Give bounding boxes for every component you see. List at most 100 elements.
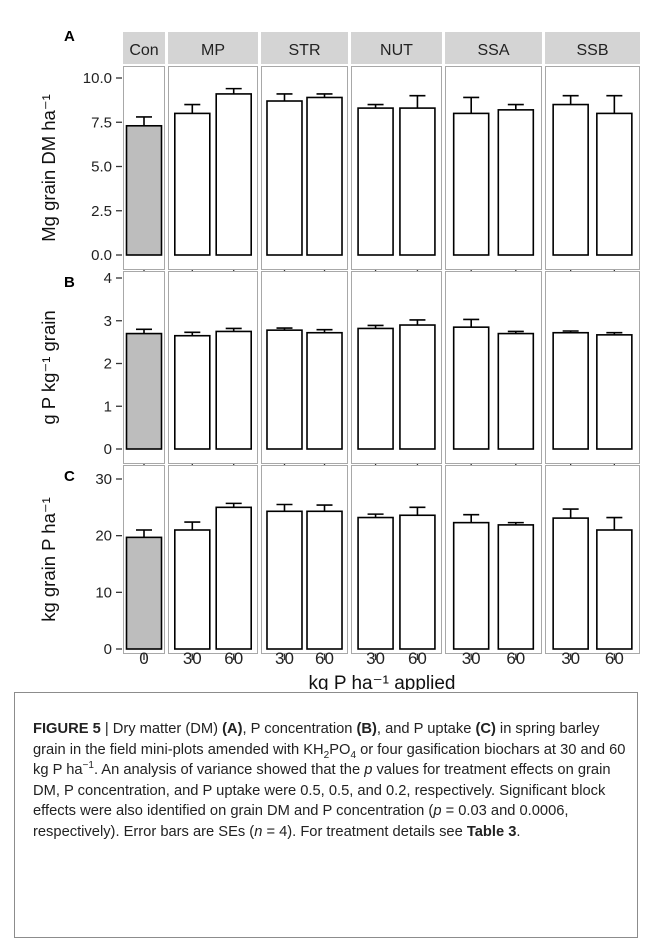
- y-tick-label: 3: [104, 313, 112, 330]
- bar: [497, 109, 535, 256]
- caption-segment: Dry matter (DM): [112, 721, 223, 737]
- facet-strip: [351, 32, 442, 64]
- y-axis-title: g P kg⁻¹ grain: [38, 310, 59, 424]
- caption-segment: 4: [350, 749, 356, 761]
- y-tick-label: 4: [104, 270, 112, 287]
- bar: [452, 326, 490, 450]
- panel-letter: A: [64, 28, 75, 45]
- bar: [266, 100, 303, 256]
- bar: [266, 510, 303, 650]
- caption-segment: PO: [329, 741, 351, 758]
- x-tick-label: 60: [408, 649, 427, 668]
- figure-caption-box: FIGURE 5 | Dry matter (DM) (A), P concen…: [14, 692, 638, 938]
- x-tick-label: 60: [605, 649, 624, 668]
- chart-figure: Con MP STR NUT SSA SSB 0.0 2.5 5.0 7.5 10.0 Mg grai…: [38, 28, 640, 690]
- y-tick-label: 2: [104, 356, 112, 373]
- bar: [306, 96, 343, 256]
- bar: [399, 514, 436, 650]
- bar: [596, 529, 633, 650]
- facet-strip: [168, 32, 258, 64]
- bar: [596, 334, 633, 450]
- y-tick-label: 10: [95, 584, 112, 601]
- bar: [266, 329, 303, 450]
- caption-segment: p: [364, 762, 373, 778]
- bar: [399, 107, 436, 256]
- bar: [552, 331, 589, 450]
- caption-segment: , P concentration: [242, 721, 357, 737]
- bar: [452, 521, 490, 650]
- y-axis-title: Mg grain DM ha⁻¹: [38, 94, 59, 242]
- bar: [357, 516, 394, 650]
- bar: [306, 510, 343, 650]
- caption-segment: n: [254, 823, 263, 840]
- caption-segment: or four gasification biochars at 30 and …: [33, 741, 626, 779]
- y-tick-label: 0.0: [91, 247, 112, 264]
- caption-separator: |: [100, 721, 113, 737]
- bar: [552, 517, 589, 650]
- bar: [452, 112, 490, 256]
- bar: [125, 124, 163, 256]
- x-tick-label: 60: [506, 649, 525, 668]
- bar: [596, 112, 633, 256]
- bar: [174, 529, 211, 650]
- facet-strip: [261, 32, 348, 64]
- bar: [306, 331, 343, 450]
- bar: [497, 332, 535, 450]
- bar: [399, 324, 436, 450]
- facet-strip: [545, 32, 640, 64]
- caption-segment: values for treatment effects on grain DM…: [33, 762, 611, 819]
- figure-caption: FIGURE 5 | Dry matter (DM) (A), P concen…: [33, 719, 633, 842]
- bar: [552, 103, 589, 256]
- x-tick-label: 60: [315, 649, 334, 668]
- x-tick-label: 30: [275, 649, 294, 668]
- y-tick-label: 5.0: [91, 159, 112, 176]
- x-tick-label: 0: [139, 649, 148, 668]
- caption-segment: , and P uptake: [376, 721, 476, 737]
- bar: [215, 330, 252, 450]
- y-tick-label: 10.0: [83, 70, 112, 87]
- facet-strip: [123, 32, 165, 64]
- bar: [215, 93, 252, 256]
- x-tick-label: 60: [224, 649, 243, 668]
- y-tick-label: 0: [104, 441, 112, 458]
- caption-segment: (A): [222, 721, 243, 737]
- y-tick-label: 30: [95, 471, 112, 488]
- bar: [357, 327, 394, 450]
- facet-label: MP: [201, 42, 225, 59]
- caption-segment: Table 3: [466, 823, 517, 840]
- y-tick-label: 1: [104, 398, 112, 415]
- caption-segment: = 0.03 and 0.0006, respectively). Error …: [33, 803, 569, 840]
- bar: [215, 506, 252, 650]
- bar: [357, 107, 394, 256]
- caption-segment: . An analysis of variance showed that th…: [93, 762, 365, 778]
- caption-body: Dry matter (DM) (A), P concentration (B)…: [33, 721, 625, 840]
- facet-label: Con: [129, 42, 158, 59]
- facet-label: STR: [289, 42, 321, 59]
- facet-label: SSA: [477, 42, 509, 59]
- caption-segment: (C): [475, 721, 496, 737]
- bar: [174, 334, 211, 450]
- caption-segment: p: [433, 803, 442, 819]
- x-tick-label: 30: [561, 649, 580, 668]
- caption-segment: −1: [82, 760, 94, 772]
- bar: [125, 332, 163, 450]
- caption-label: FIGURE 5: [33, 721, 101, 737]
- x-tick-label: 30: [183, 649, 202, 668]
- bar: [497, 524, 535, 650]
- facet-label: NUT: [380, 42, 413, 59]
- caption-segment: = 4). For treatment details see: [262, 823, 467, 840]
- y-tick-label: 20: [95, 528, 112, 545]
- x-tick-label: 30: [366, 649, 385, 668]
- panel-letter: B: [64, 274, 75, 291]
- y-axis-title: kg grain P ha⁻¹: [38, 497, 59, 622]
- caption-segment: 2: [323, 749, 330, 761]
- caption-segment: in spring barley grain in the field mini…: [33, 721, 600, 758]
- y-tick-label: 2.5: [91, 203, 112, 220]
- caption-segment: .: [516, 823, 521, 840]
- x-tick-label: 30: [462, 649, 481, 668]
- y-tick-label: 0: [104, 641, 112, 658]
- facet-label: SSB: [576, 42, 608, 59]
- y-tick-label: 7.5: [91, 114, 112, 131]
- bar: [174, 112, 211, 256]
- facet-strip: [445, 32, 542, 64]
